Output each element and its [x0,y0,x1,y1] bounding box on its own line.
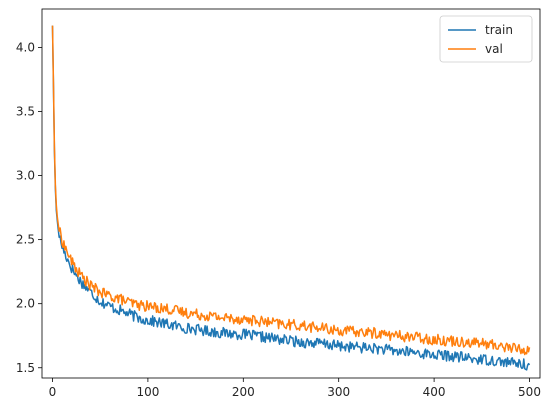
x-tick-label: 300 [327,385,350,399]
series-line-train [51,25,531,371]
axes: 0 100 200 300 400 500 1.5 2.0 2.5 3.0 3.5 4.0 [16,8,541,399]
x-tick-label: 100 [136,385,159,399]
legend-box [439,15,533,63]
y-tick-label: 3.0 [16,169,35,183]
y-tick-label: 2.5 [16,233,35,247]
series-line-val [51,25,531,356]
y-tick-label: 4.0 [16,40,35,54]
y-tick-label: 1.5 [16,361,35,375]
y-tick-label: 3.5 [16,105,35,119]
legend: train val [439,15,533,63]
legend-label-val: val [485,42,503,56]
x-tick-label: 200 [232,385,255,399]
plot-area [51,25,531,371]
x-tick-label: 400 [423,385,446,399]
y-tick-label: 2.0 [16,297,35,311]
plot-frame [41,8,541,379]
x-tick-label: 0 [49,385,57,399]
x-tick-label: 500 [518,385,541,399]
legend-label-train: train [485,23,513,37]
